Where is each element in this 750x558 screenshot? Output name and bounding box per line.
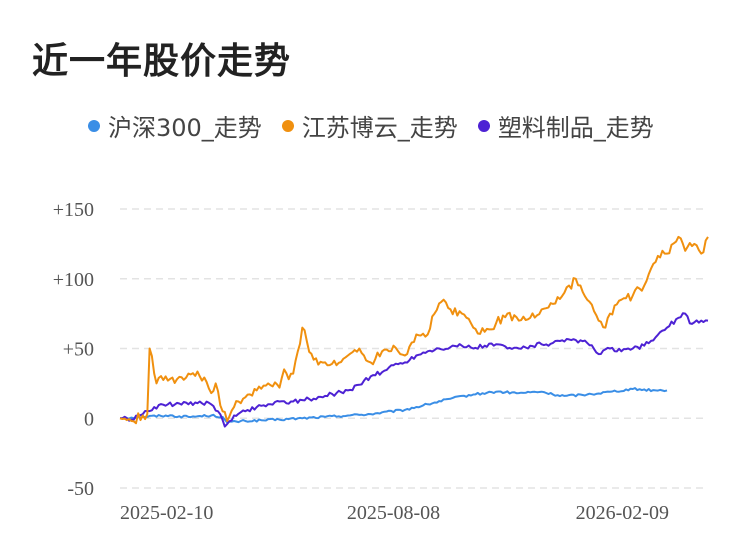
series-line-0[interactable] (120, 387, 668, 424)
grid-layer (120, 208, 708, 489)
y-tick-label: 0 (84, 408, 94, 430)
x-tick-label: 2025-08-08 (347, 502, 440, 524)
legend-item-slzp[interactable]: 塑料制品_走势 (477, 108, 654, 143)
legend-label-slzp: 塑料制品_走势 (497, 114, 654, 142)
legend-label-hs300: 沪深300_走势 (108, 114, 262, 142)
y-tick-label: -50 (67, 478, 94, 500)
legend: 沪深300_走势 江苏博云_走势 塑料制品_走势 (88, 108, 654, 143)
x-tick-label: 2026-02-09 (576, 502, 669, 524)
chart-title: 近一年股价走势 (32, 41, 292, 82)
legend-item-jsby[interactable]: 江苏博云_走势 (281, 108, 458, 143)
series-line-1[interactable] (119, 235, 709, 425)
legend-dot-hs300 (88, 119, 100, 132)
series-layer (119, 235, 709, 428)
legend-item-hs300[interactable]: 沪深300_走势 (88, 108, 262, 143)
y-tick-label: +100 (53, 269, 94, 291)
y-tick-label: +50 (63, 339, 94, 361)
legend-label-jsby: 江苏博云_走势 (301, 114, 458, 142)
y-tick-label: +150 (53, 199, 94, 221)
x-axis-ticks: 2025-02-10 2025-08-08 2026-02-09 (120, 502, 669, 524)
y-axis-ticks: +150 +100 +50 0 -50 (53, 199, 94, 500)
x-tick-label: 2025-02-10 (120, 502, 213, 524)
legend-dot-slzp (477, 119, 490, 132)
series-line-2[interactable] (120, 312, 709, 428)
legend-dot-jsby (281, 119, 294, 132)
